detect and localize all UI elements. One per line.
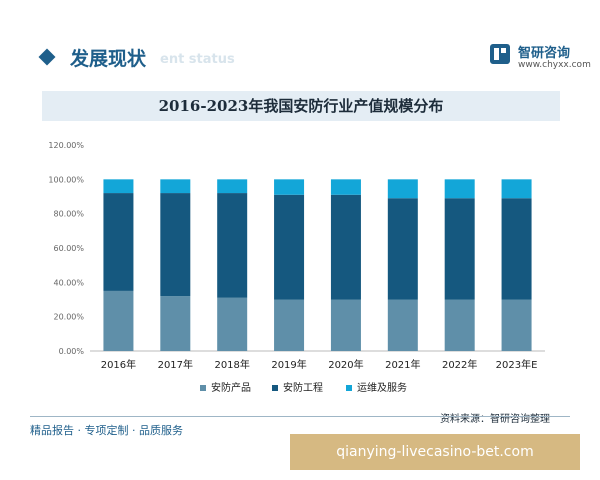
bar-segment-1 — [103, 290, 134, 351]
diamond-icon — [38, 48, 56, 66]
bar-segment-1 — [444, 299, 475, 351]
y-tick-label: 120.00% — [48, 141, 84, 150]
legend-label: 安防工程 — [283, 381, 323, 394]
bar-segment-2 — [444, 198, 475, 300]
y-tick-label: 40.00% — [53, 278, 84, 287]
footer-divider — [30, 416, 570, 417]
bar-segment-1 — [217, 297, 248, 351]
section-title: 发展现状 — [70, 48, 147, 70]
legend-swatch — [200, 385, 206, 391]
bar-segment-1 — [160, 296, 191, 351]
brand-logo-icon — [490, 44, 510, 64]
bar-segment-3 — [330, 179, 361, 195]
bar-segment-2 — [387, 198, 418, 300]
x-tick-label: 2017年 — [158, 358, 193, 371]
bar-segment-3 — [103, 179, 134, 194]
brand-url: www.chyxx.com — [518, 60, 591, 70]
y-tick-label: 100.00% — [48, 175, 84, 184]
section-watermark: ent status — [160, 52, 235, 67]
legend-swatch — [346, 385, 352, 391]
bar-segment-3 — [274, 179, 305, 195]
y-tick-label: 60.00% — [53, 244, 84, 253]
bar-segment-2 — [103, 193, 134, 291]
y-tick-label: 20.00% — [53, 313, 84, 322]
chart-title: 2016-2023年我国安防行业产值规模分布 — [42, 91, 560, 121]
bar-segment-3 — [217, 179, 248, 194]
bar-segment-2 — [217, 193, 248, 298]
y-tick-label: 0.00% — [59, 347, 85, 356]
x-tick-label: 2020年 — [328, 358, 363, 371]
x-tick-label: 2021年 — [385, 358, 420, 371]
brand-block: 智研咨询 www.chyxx.com — [488, 40, 598, 76]
url-banner: qianying-livecasino-bet.com — [290, 434, 580, 470]
footer-slogan: 精品报告 · 专项定制 · 品质服务 — [30, 424, 183, 437]
bar-segment-3 — [501, 179, 532, 199]
legend-swatch — [272, 385, 278, 391]
legend-label: 安防产品 — [211, 381, 251, 394]
bar-segment-2 — [330, 194, 361, 300]
bar-segment-2 — [160, 193, 191, 297]
section-header: 发展现状 ent status 智研咨询 www.chyxx.com — [30, 40, 591, 76]
bar-segment-2 — [274, 194, 305, 300]
bar-segment-1 — [274, 299, 305, 351]
x-tick-label: 2018年 — [214, 358, 249, 371]
brand-name: 智研咨询 — [518, 46, 571, 61]
bar-segment-1 — [501, 299, 532, 351]
x-tick-label: 2023年E — [496, 358, 538, 371]
legend-label: 运维及服务 — [357, 381, 407, 394]
bar-segment-3 — [160, 179, 191, 194]
x-tick-label: 2022年 — [442, 358, 477, 371]
bar-segment-1 — [387, 299, 418, 351]
source-note: 资料来源：智研咨询整理 — [440, 414, 550, 425]
x-tick-label: 2016年 — [101, 358, 136, 371]
x-tick-label: 2019年 — [271, 358, 306, 371]
bar-segment-2 — [501, 198, 532, 300]
bar-segment-3 — [387, 179, 418, 199]
bar-segment-3 — [444, 179, 475, 199]
bar-segment-1 — [330, 299, 361, 351]
y-tick-label: 80.00% — [53, 210, 84, 219]
